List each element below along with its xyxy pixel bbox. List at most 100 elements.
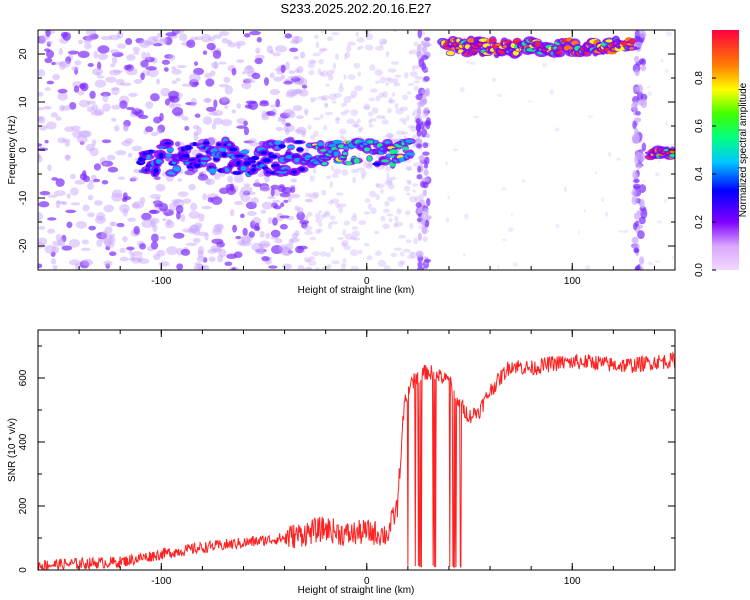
- colorbar-gradient: [712, 30, 739, 270]
- heatmap-cell: [638, 256, 645, 265]
- heatmap-cell: [208, 256, 216, 262]
- heatmap-cell: [639, 152, 646, 162]
- heatmap-cell: [376, 115, 384, 120]
- heatmap-cell: [105, 242, 115, 248]
- heatmap-cell: [268, 154, 278, 159]
- heatmap-cell: [236, 43, 241, 50]
- heatmap-cell: [159, 112, 164, 122]
- heatmap-cell: [196, 126, 202, 135]
- heatmap-cell: [401, 131, 409, 135]
- heatmap-cell: [126, 54, 136, 61]
- heatmap-cell: [111, 117, 117, 122]
- heatmap-cell: [68, 259, 81, 266]
- heatmap-cell: [218, 147, 227, 152]
- heatmap-cell: [86, 106, 95, 113]
- heatmap-cell: [300, 221, 308, 229]
- spectrogram-x-axis-label: Height of straight line (km): [298, 285, 415, 296]
- heatmap-cell: [268, 265, 278, 269]
- heatmap-cell: [375, 194, 381, 200]
- heatmap-cell: [411, 65, 416, 72]
- heatmap-cell: [407, 82, 415, 87]
- heatmap-cell: [70, 125, 81, 131]
- heatmap-cell: [73, 85, 80, 93]
- heatmap-cell: [243, 183, 251, 187]
- heatmap-cell: [272, 217, 278, 226]
- heatmap-cell: [294, 157, 301, 162]
- heatmap-cell: [416, 174, 423, 180]
- heatmap-cell: [54, 190, 66, 197]
- heatmap-cell: [274, 45, 287, 53]
- heatmap-cell: [584, 265, 591, 270]
- heatmap-cell: [57, 92, 69, 101]
- spectrogram-y-tick-label: 20: [18, 48, 29, 60]
- heatmap-cell: [165, 246, 178, 255]
- heatmap-cell: [78, 130, 90, 138]
- heatmap-cell: [423, 37, 431, 42]
- heatmap-cell: [417, 101, 426, 108]
- heatmap-cell: [205, 78, 215, 87]
- heatmap-cell: [224, 85, 234, 95]
- heatmap-cell: [338, 206, 344, 214]
- snr-x-tick-label: 0: [364, 576, 370, 587]
- heatmap-cell: [280, 64, 286, 74]
- heatmap-cell: [294, 230, 300, 237]
- heatmap-cell: [310, 134, 315, 141]
- heatmap-cell: [149, 209, 157, 214]
- heatmap-cell: [176, 263, 184, 270]
- heatmap-cell: [363, 103, 371, 110]
- heatmap-cell: [360, 175, 366, 180]
- heatmap-cell: [341, 102, 345, 108]
- heatmap-cell: [402, 94, 409, 101]
- heatmap-cell: [462, 253, 466, 257]
- heatmap-cell: [224, 167, 229, 173]
- heatmap-cell: [408, 251, 415, 255]
- heatmap-cell: [350, 265, 360, 270]
- heatmap-cell: [634, 247, 639, 253]
- heatmap-cell: [577, 230, 580, 234]
- heatmap-cell: [326, 264, 332, 269]
- heatmap-cell: [312, 52, 321, 57]
- heatmap-cell: [146, 52, 151, 61]
- heatmap-cell: [90, 110, 103, 116]
- heatmap-cell: [285, 122, 291, 127]
- heatmap-cell: [296, 115, 305, 120]
- heatmap-cell: [381, 119, 390, 125]
- heatmap-cell: [320, 113, 324, 119]
- heatmap-cell: [641, 142, 647, 152]
- heatmap-cell: [357, 71, 362, 77]
- heatmap-cell: [241, 81, 252, 90]
- heatmap-cell: [255, 47, 261, 54]
- heatmap-cell: [374, 45, 384, 51]
- heatmap-cell: [394, 103, 399, 110]
- heatmap-cell: [384, 133, 394, 139]
- heatmap-cell: [91, 174, 97, 181]
- heatmap-cell: [66, 193, 71, 199]
- heatmap-cell: [400, 260, 406, 265]
- heatmap-cell: [193, 162, 201, 168]
- colorbar-tick-label: 0.4: [694, 167, 705, 181]
- heatmap-cell: [320, 97, 327, 102]
- heatmap-cell: [416, 106, 422, 117]
- heatmap-cell: [315, 217, 322, 224]
- heatmap-cell: [444, 161, 449, 166]
- heatmap-cell: [637, 230, 645, 240]
- heatmap-cell: [642, 179, 646, 183]
- heatmap-cell: [306, 266, 313, 270]
- heatmap-cell: [415, 209, 423, 215]
- heatmap-cell: [213, 172, 221, 180]
- heatmap-cell: [233, 251, 243, 259]
- heatmap-cell: [671, 255, 674, 260]
- heatmap-cell: [158, 261, 170, 267]
- heatmap-cell: [374, 69, 383, 76]
- heatmap-cell: [320, 214, 326, 220]
- heatmap-cell: [205, 106, 217, 112]
- heatmap-cell: [186, 39, 196, 48]
- heatmap-cell: [355, 31, 359, 37]
- heatmap-cell: [64, 141, 71, 147]
- heatmap-cell: [356, 118, 362, 123]
- heatmap-cell: [328, 93, 337, 101]
- heatmap-cell: [343, 101, 347, 107]
- heatmap-cell: [665, 121, 668, 126]
- heatmap-cell: [102, 103, 111, 112]
- heatmap-cells: [38, 30, 675, 270]
